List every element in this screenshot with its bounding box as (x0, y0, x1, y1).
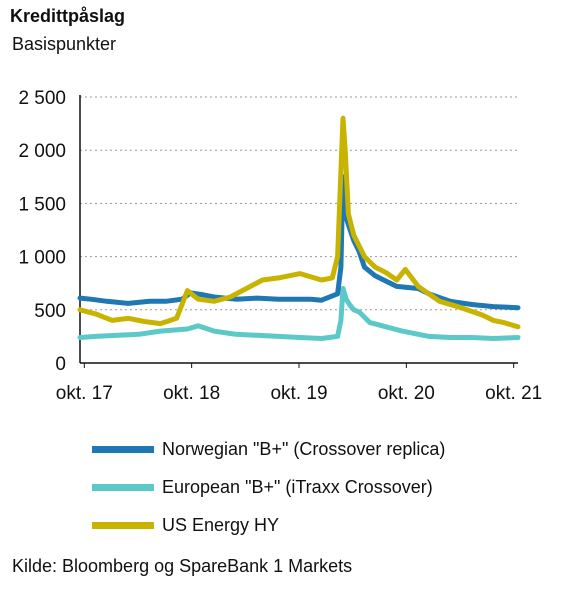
legend-label-norwegian: Norwegian "B+" (Crossover replica) (162, 438, 446, 459)
legend-item-norwegian: Norwegian "B+" (Crossover replica) (92, 430, 445, 468)
x-tick-label-0: okt. 17 (56, 383, 113, 404)
chart-subtitle: Basispunkter (12, 34, 117, 54)
legend-label-us-energy: US Energy HY (162, 514, 280, 535)
legend-swatch-norwegian (92, 445, 154, 453)
series-line-european (77, 286, 521, 341)
y-tick-label-500: 500 (34, 301, 66, 322)
x-tick-label-3: okt. 20 (378, 383, 435, 404)
series-line-norwegian (77, 174, 521, 311)
y-tick-label-1500: 1 500 (18, 194, 66, 215)
x-tick-label-4: okt. 21 (485, 383, 542, 404)
series-line-us-energy (77, 115, 521, 330)
legend-item-us-energy: US Energy HY (92, 506, 445, 544)
chart-title: Kredittpåslag (10, 6, 126, 26)
legend-swatch-us-energy (92, 521, 154, 529)
y-tick-label-0: 0 (55, 354, 66, 375)
x-tick-label-1: okt. 18 (163, 383, 220, 404)
y-tick-label-2000: 2 000 (18, 141, 66, 162)
chart-legend: Norwegian "B+" (Crossover replica) Europ… (92, 430, 445, 544)
y-tick-label-1000: 1 000 (18, 248, 66, 269)
legend-item-european: European "B+" (iTraxx Crossover) (92, 468, 445, 506)
y-tick-label-2500: 2 500 (18, 88, 66, 109)
x-tick-label-2: okt. 19 (270, 383, 327, 404)
legend-label-european: European "B+" (iTraxx Crossover) (162, 476, 433, 497)
line-chart: 0 500 1 000 1 500 2 000 2 500 okt. 17 okt. 18 ok… (18, 88, 542, 404)
legend-swatch-european (92, 483, 154, 491)
source-note: Kilde: Bloomberg og SpareBank 1 Markets (12, 556, 353, 576)
